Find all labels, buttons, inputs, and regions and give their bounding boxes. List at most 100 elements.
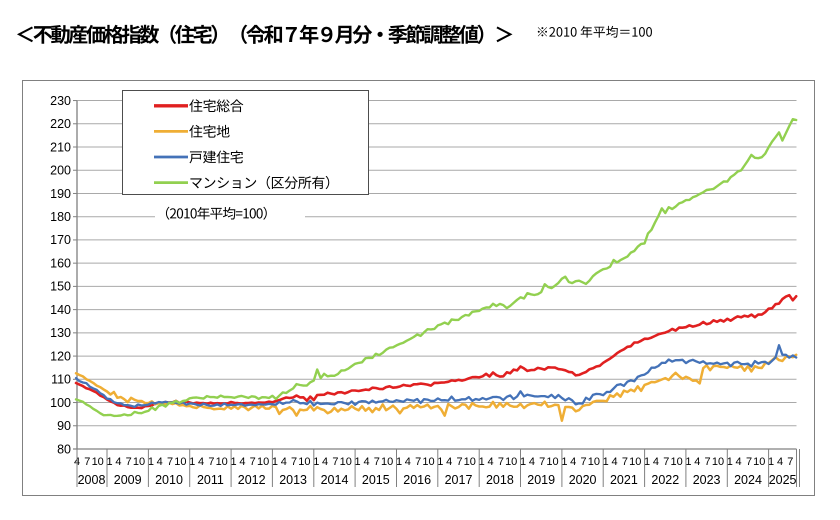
svg-text:180: 180 [50,210,71,224]
svg-text:100: 100 [50,396,71,410]
svg-text:4: 4 [446,456,452,468]
svg-text:4: 4 [487,456,493,468]
svg-text:2011: 2011 [197,473,224,487]
svg-text:2016: 2016 [403,473,431,487]
svg-text:7: 7 [415,456,421,468]
svg-text:7: 7 [787,456,793,468]
svg-text:4: 4 [612,456,618,468]
svg-text:1: 1 [313,456,319,468]
svg-text:1: 1 [768,456,774,468]
svg-text:2013: 2013 [279,473,307,487]
svg-text:10: 10 [546,456,558,468]
svg-text:7: 7 [374,456,380,468]
svg-text:10: 10 [257,456,269,468]
svg-text:1: 1 [727,456,733,468]
svg-text:2012: 2012 [238,473,266,487]
svg-text:1: 1 [189,456,195,468]
svg-text:7: 7 [84,456,90,468]
svg-text:7: 7 [208,456,214,468]
svg-text:10: 10 [670,456,682,468]
svg-text:2024: 2024 [734,473,762,487]
svg-text:7: 7 [167,456,173,468]
svg-text:1: 1 [644,456,650,468]
svg-text:10: 10 [588,456,600,468]
svg-text:10: 10 [629,456,641,468]
svg-text:10: 10 [464,456,476,468]
svg-text:7: 7 [291,456,297,468]
svg-text:2020: 2020 [569,473,597,487]
svg-text:110: 110 [51,373,71,387]
svg-text:7: 7 [663,456,669,468]
svg-text:7: 7 [539,456,545,468]
svg-text:2022: 2022 [651,473,679,487]
svg-text:7: 7 [126,456,132,468]
svg-text:10: 10 [216,456,228,468]
svg-text:4: 4 [115,456,121,468]
svg-text:7: 7 [622,456,628,468]
svg-text:2021: 2021 [610,473,638,487]
svg-text:10: 10 [92,456,104,468]
svg-text:10: 10 [505,456,517,468]
svg-text:7: 7 [456,456,462,468]
svg-text:140: 140 [50,303,71,317]
svg-text:120: 120 [50,349,71,363]
svg-text:7: 7 [250,456,256,468]
svg-text:10: 10 [340,456,352,468]
svg-text:150: 150 [50,280,71,294]
svg-text:1: 1 [685,456,691,468]
svg-text:160: 160 [50,257,71,271]
svg-text:1: 1 [437,456,443,468]
svg-text:200: 200 [50,164,71,178]
svg-text:190: 190 [50,187,71,201]
svg-text:4: 4 [777,456,783,468]
svg-text:220: 220 [50,117,71,131]
svg-text:7: 7 [746,456,752,468]
svg-text:2008: 2008 [78,473,106,487]
svg-text:2018: 2018 [486,473,514,487]
svg-text:4: 4 [198,456,204,468]
svg-text:1: 1 [479,456,485,468]
svg-text:10: 10 [753,456,765,468]
svg-text:10: 10 [422,456,434,468]
svg-text:1: 1 [106,456,112,468]
svg-text:10: 10 [712,456,724,468]
svg-text:1: 1 [603,456,609,468]
svg-text:7: 7 [705,456,711,468]
svg-text:10: 10 [174,456,186,468]
svg-text:2010: 2010 [155,473,183,487]
svg-text:1: 1 [355,456,361,468]
svg-text:7: 7 [581,456,587,468]
svg-text:4: 4 [322,456,328,468]
svg-text:1: 1 [272,456,278,468]
svg-text:10: 10 [381,456,393,468]
svg-text:90: 90 [57,419,71,433]
svg-text:4: 4 [736,456,742,468]
svg-text:2019: 2019 [527,473,555,487]
svg-text:1: 1 [520,456,526,468]
svg-text:170: 170 [50,233,71,247]
svg-text:10: 10 [298,456,310,468]
svg-text:4: 4 [570,456,576,468]
svg-text:2015: 2015 [362,473,390,487]
svg-text:1: 1 [231,456,237,468]
svg-text:2009: 2009 [114,473,142,487]
svg-text:130: 130 [50,326,71,340]
svg-text:7: 7 [332,456,338,468]
svg-text:1: 1 [148,456,154,468]
svg-text:1: 1 [561,456,567,468]
svg-text:4: 4 [694,456,700,468]
svg-text:80: 80 [57,442,71,456]
svg-text:2017: 2017 [445,473,473,487]
svg-text:7: 7 [498,456,504,468]
svg-text:2014: 2014 [321,473,349,487]
svg-text:2025: 2025 [769,473,797,487]
svg-text:4: 4 [653,456,659,468]
svg-text:4: 4 [281,456,287,468]
svg-text:4: 4 [239,456,245,468]
svg-text:4: 4 [529,456,535,468]
svg-text:1: 1 [396,456,402,468]
svg-text:230: 230 [50,94,71,108]
svg-text:210: 210 [50,140,71,154]
svg-text:4: 4 [363,456,369,468]
svg-text:4: 4 [157,456,163,468]
